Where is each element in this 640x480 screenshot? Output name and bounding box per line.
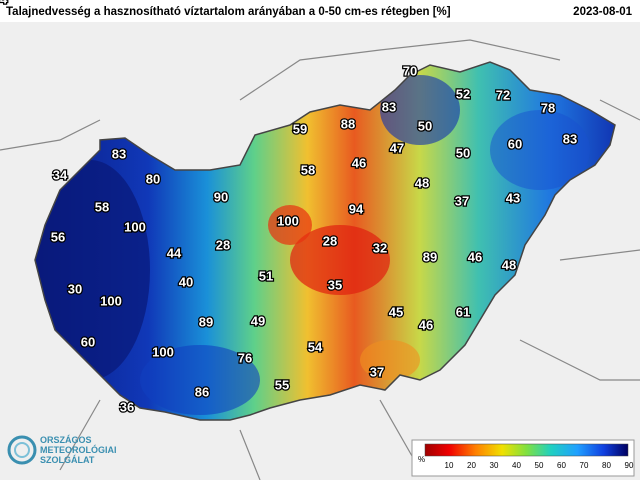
station-value: 50 bbox=[456, 145, 470, 160]
station-value: 46 bbox=[352, 155, 366, 170]
station-value: 45 bbox=[389, 304, 403, 319]
station-value: 49 bbox=[251, 313, 265, 328]
station-value: 34 bbox=[53, 167, 68, 182]
station-value: 88 bbox=[341, 116, 355, 131]
station-value: 47 bbox=[390, 140, 404, 155]
legend-tick: 70 bbox=[580, 461, 589, 470]
station-value: 44 bbox=[167, 245, 182, 260]
station-value: 37 bbox=[455, 193, 469, 208]
station-value: 48 bbox=[415, 175, 429, 190]
station-value: 55 bbox=[275, 377, 289, 392]
station-value: 70 bbox=[403, 63, 417, 78]
legend-tick: 60 bbox=[557, 461, 566, 470]
station-value: 43 bbox=[506, 190, 520, 205]
country-borders bbox=[0, 39, 640, 480]
title: Talajnedvesség a hasznosítható víztartal… bbox=[6, 6, 451, 18]
legend-tick: 90 bbox=[625, 461, 634, 470]
legend-tick: 30 bbox=[490, 461, 499, 470]
station-value: 100 bbox=[124, 219, 146, 234]
station-value: 58 bbox=[301, 162, 315, 177]
station-value: 83 bbox=[112, 146, 126, 161]
station-value: 76 bbox=[238, 350, 252, 365]
station-value: 51 bbox=[259, 268, 273, 283]
logo bbox=[7, 435, 37, 465]
station-value: 59 bbox=[293, 121, 307, 136]
legend-tick: 50 bbox=[535, 461, 544, 470]
station-value: 50 bbox=[418, 118, 432, 133]
station-value: 86 bbox=[195, 384, 209, 399]
station-value: 40 bbox=[179, 274, 193, 289]
legend-tick: 10 bbox=[445, 461, 454, 470]
station-value: 30 bbox=[68, 281, 82, 296]
station-value: 83 bbox=[382, 99, 396, 114]
station-value: 83 bbox=[563, 131, 577, 146]
station-value: 90 bbox=[214, 189, 228, 204]
station-value: 78 bbox=[541, 100, 555, 115]
logo-text: ORSZÁGOS bbox=[40, 435, 92, 445]
station-value: 100 bbox=[277, 213, 299, 228]
station-value: 28 bbox=[216, 237, 230, 252]
legend-tick: 40 bbox=[512, 461, 521, 470]
station-value: 54 bbox=[0, 0, 8, 6]
station-value: 46 bbox=[419, 317, 433, 332]
station-value: 37 bbox=[370, 364, 384, 379]
station-value: 89 bbox=[423, 249, 437, 264]
station-value: 58 bbox=[95, 199, 109, 214]
station-value: 100 bbox=[100, 293, 122, 308]
station-value: 61 bbox=[456, 304, 470, 319]
station-value: 100 bbox=[152, 344, 174, 359]
legend-unit: % bbox=[418, 455, 425, 464]
station-value: 48 bbox=[502, 257, 516, 272]
station-value: 94 bbox=[349, 201, 364, 216]
legend-tick: 20 bbox=[467, 461, 476, 470]
station-value: 56 bbox=[51, 229, 65, 244]
date: 2023-08-01 bbox=[573, 6, 632, 18]
station-value: 28 bbox=[323, 233, 337, 248]
station-value: 72 bbox=[496, 87, 510, 102]
station-value: 89 bbox=[199, 314, 213, 329]
station-value: 60 bbox=[81, 334, 95, 349]
station-value: 80 bbox=[146, 171, 160, 186]
station-value: 35 bbox=[328, 277, 342, 292]
legend-tick: 80 bbox=[602, 461, 611, 470]
station-value: 46 bbox=[468, 249, 482, 264]
station-value: 32 bbox=[373, 240, 387, 255]
title-bar bbox=[0, 0, 640, 22]
station-value: 36 bbox=[120, 399, 134, 414]
color-bar bbox=[424, 443, 629, 457]
station-value: 52 bbox=[456, 86, 470, 101]
station-value: 54 bbox=[308, 339, 323, 354]
logo-text: METEOROLÓGIAI bbox=[40, 444, 117, 455]
logo-text: SZOLGÁLAT bbox=[40, 455, 95, 465]
station-value: 60 bbox=[508, 136, 522, 151]
